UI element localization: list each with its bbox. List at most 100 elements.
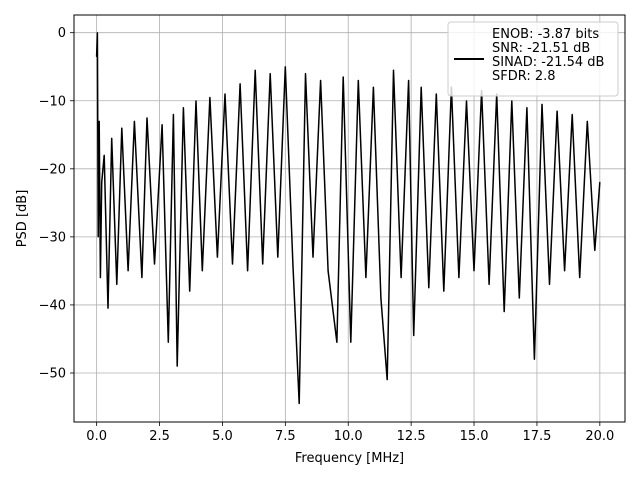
psd-data-point bbox=[269, 72, 271, 75]
psd-data-point bbox=[292, 263, 294, 265]
psd-data-point bbox=[473, 270, 475, 272]
psd-data-point bbox=[176, 365, 178, 367]
x-tick-label: 5.0 bbox=[212, 429, 233, 444]
psd-data-point bbox=[201, 270, 203, 272]
psd-data-point bbox=[97, 236, 99, 238]
psd-data-point bbox=[216, 256, 218, 258]
psd-data-point bbox=[320, 79, 322, 81]
psd-data-point bbox=[167, 341, 169, 343]
psd-data-point bbox=[413, 335, 415, 337]
psd-data-point bbox=[277, 256, 279, 258]
legend-label: ENOB: -3.87 bits SNR: -21.51 dB SINAD: -21… bbox=[492, 27, 604, 84]
psd-data-point bbox=[488, 283, 490, 286]
legend-box bbox=[447, 21, 619, 97]
psd-data-point bbox=[586, 120, 588, 122]
psd-data-point bbox=[103, 154, 105, 156]
psd-data-point bbox=[304, 72, 307, 75]
psd-data-point bbox=[116, 283, 118, 286]
y-tick-label: −50 bbox=[39, 366, 66, 381]
psd-data-point bbox=[350, 341, 352, 343]
psd-data-point bbox=[579, 277, 581, 279]
data-series-layer bbox=[95, 32, 601, 405]
legend-text-line: SNR: -21.51 dB bbox=[492, 41, 590, 56]
x-tick-label: 7.5 bbox=[275, 429, 296, 444]
psd-data-point bbox=[342, 76, 344, 78]
psd-data-point bbox=[161, 124, 163, 126]
psd-data-point bbox=[172, 113, 174, 115]
psd-data-point bbox=[127, 270, 129, 272]
legend-text-line: SFDR: 2.8 bbox=[492, 69, 556, 84]
x-tick-label: 12.5 bbox=[397, 429, 426, 444]
psd-data-point bbox=[96, 32, 98, 34]
psd-data-point bbox=[111, 137, 113, 139]
y-tick-label: −10 bbox=[39, 94, 66, 109]
psd-data-point bbox=[298, 403, 300, 405]
psd-data-point bbox=[262, 263, 264, 265]
psd-data-point bbox=[386, 379, 388, 381]
psd-data-point bbox=[99, 277, 101, 279]
psd-data-point bbox=[443, 290, 445, 292]
psd-data-point bbox=[224, 93, 226, 95]
psd-data-point bbox=[408, 79, 410, 81]
psd-data-point bbox=[594, 249, 596, 252]
psd-data-point bbox=[231, 263, 234, 265]
x-tick-label: 17.5 bbox=[522, 429, 551, 444]
psd-data-point bbox=[146, 117, 148, 119]
psd-data-point bbox=[571, 113, 573, 115]
legend: ENOB: -3.87 bits SNR: -21.51 dB SINAD: -21… bbox=[447, 21, 619, 97]
x-tick-label: 2.5 bbox=[149, 429, 170, 444]
x-tick-label: 10.0 bbox=[334, 429, 363, 444]
psd-data-point bbox=[564, 270, 566, 272]
psd-data-point bbox=[247, 270, 249, 272]
psd-data-point bbox=[133, 120, 135, 122]
psd-data-point bbox=[357, 79, 359, 81]
y-axis-label: PSD [dB] bbox=[15, 190, 30, 248]
psd-data-point bbox=[101, 181, 103, 183]
psd-data-point bbox=[541, 103, 543, 105]
psd-data-point bbox=[107, 307, 109, 309]
psd-data-point bbox=[254, 69, 256, 71]
psd-data-point bbox=[98, 120, 100, 122]
psd-series-line bbox=[95, 32, 601, 404]
legend-text-line: ENOB: -3.87 bits bbox=[492, 27, 599, 42]
psd-data-point bbox=[511, 100, 513, 102]
psd-data-point bbox=[372, 86, 374, 88]
psd-data-point bbox=[503, 311, 505, 313]
plot-frame bbox=[73, 14, 626, 423]
psd-data-point bbox=[380, 297, 382, 299]
legend-text-line: SINAD: -21.54 dB bbox=[492, 55, 604, 70]
psd-data-point bbox=[400, 277, 402, 279]
psd-data-point bbox=[435, 93, 437, 95]
psd-data-point bbox=[526, 107, 528, 109]
psd-data-point bbox=[195, 100, 197, 102]
psd-data-point bbox=[548, 283, 551, 286]
psd-data-point bbox=[284, 66, 286, 68]
psd-data-point bbox=[182, 107, 184, 109]
psd-data-point bbox=[96, 55, 98, 58]
y-tick-label: 0 bbox=[58, 26, 66, 41]
psd-data-point bbox=[365, 277, 367, 279]
psd-data-point bbox=[327, 270, 329, 272]
psd-data-point bbox=[458, 277, 460, 279]
psd-data-point bbox=[599, 181, 601, 183]
y-tick-label: −20 bbox=[39, 162, 66, 177]
psd-data-point bbox=[189, 290, 191, 292]
psd-data-point bbox=[428, 287, 430, 289]
x-tick-label: 20.0 bbox=[585, 429, 614, 444]
psd-data-point bbox=[121, 127, 123, 129]
psd-data-point bbox=[239, 83, 241, 85]
psd-data-point bbox=[392, 69, 395, 71]
psd-data-point bbox=[312, 256, 314, 258]
psd-data-point bbox=[141, 277, 143, 279]
y-tick-label: −40 bbox=[39, 298, 66, 313]
psd-data-point bbox=[209, 96, 211, 98]
x-axis-label: Frequency [MHz] bbox=[295, 451, 404, 466]
psd-data-point bbox=[336, 341, 338, 343]
x-tick-label: 15.0 bbox=[460, 429, 489, 444]
psd-data-point bbox=[420, 86, 422, 88]
psd-data-point bbox=[518, 297, 520, 299]
x-tick-label: 0.0 bbox=[86, 429, 107, 444]
psd-data-point bbox=[465, 100, 468, 102]
axis-ticks: 0.0 2.5 5.0 7.5 10.0 12.5 15.0 17.5 20.0 0 −10 −20 −… bbox=[39, 26, 615, 444]
